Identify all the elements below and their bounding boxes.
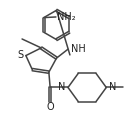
Text: NH: NH bbox=[71, 44, 86, 54]
Text: S: S bbox=[18, 50, 24, 60]
Text: N: N bbox=[58, 82, 65, 92]
Text: O: O bbox=[47, 102, 54, 112]
Text: NH₂: NH₂ bbox=[57, 12, 75, 22]
Text: N: N bbox=[109, 82, 116, 92]
